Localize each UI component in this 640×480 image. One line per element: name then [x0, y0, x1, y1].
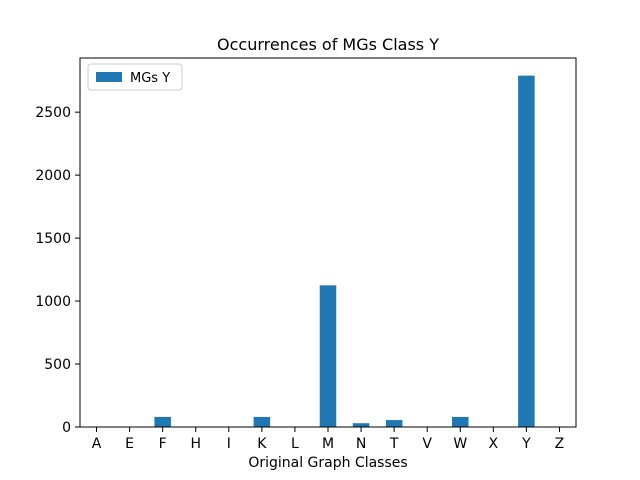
legend-label: MGs Y	[130, 71, 170, 86]
bar-T	[385, 420, 403, 427]
x-axis-label: Original Graph Classes	[248, 455, 407, 471]
y-tick-label-0: 0	[62, 420, 71, 436]
y-tick-label-2000: 2000	[35, 168, 71, 184]
x-tick-label-I: I	[227, 436, 231, 452]
bar-M	[319, 285, 337, 427]
x-tick-label-Y: Y	[521, 436, 531, 452]
x-tick-label-X: X	[489, 436, 499, 452]
x-tick-label-E: E	[125, 436, 134, 452]
x-tick-label-F: F	[159, 436, 167, 452]
bar-F	[154, 416, 171, 427]
x-tick-label-A: A	[92, 436, 102, 452]
y-tick-label-1000: 1000	[35, 294, 71, 310]
legend: MGs Y	[87, 63, 183, 91]
x-tick-label-N: N	[356, 436, 366, 452]
x-tick-label-V: V	[422, 436, 432, 452]
bar-Y	[518, 75, 535, 427]
bar-W	[452, 416, 469, 427]
y-tick-label-1500: 1500	[35, 231, 71, 247]
legend-box	[87, 63, 183, 91]
bar-N	[352, 423, 370, 427]
x-tick-label-M: M	[322, 436, 334, 452]
x-tick-label-L: L	[291, 436, 299, 452]
x-tick-label-K: K	[257, 436, 267, 452]
x-tick-label-W: W	[453, 436, 467, 452]
y-tick-label-500: 500	[44, 357, 71, 373]
x-tick-label-T: T	[389, 436, 399, 452]
x-tick-label-Z: Z	[555, 436, 565, 452]
legend-swatch	[96, 72, 122, 82]
x-tick-label-H: H	[190, 436, 201, 452]
bar-K	[253, 416, 271, 427]
y-tick-label-2500: 2500	[35, 105, 71, 121]
chart-title: Occurrences of MGs Class Y	[217, 35, 439, 54]
plot-area: A E F H I K L M N T V W X Y Z 0 500 1000 1500 2000 2500 MGs Y	[35, 57, 577, 452]
